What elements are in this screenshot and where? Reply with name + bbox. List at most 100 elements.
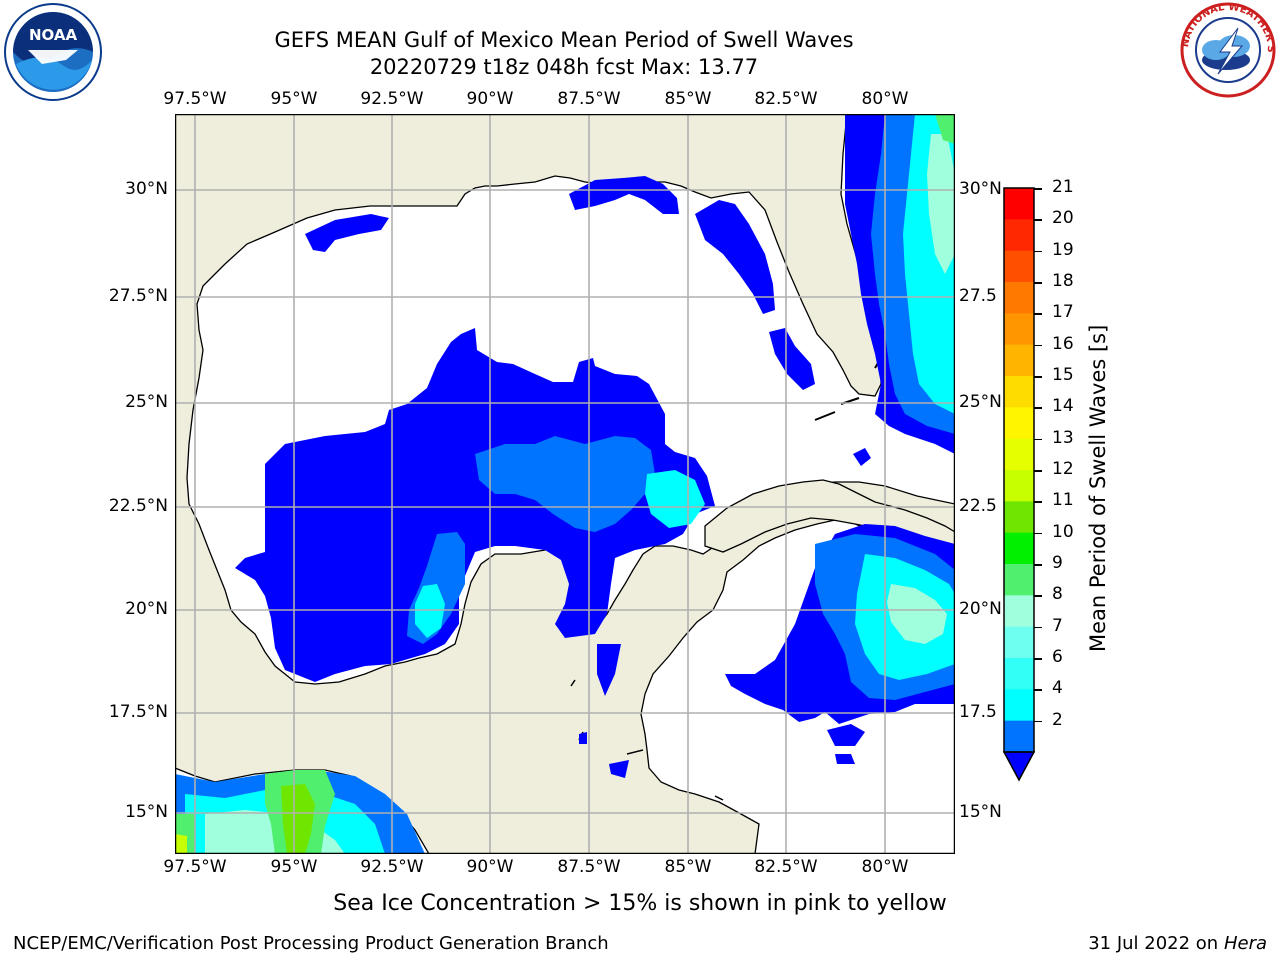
lat-tick-label-left: 27.5°N [108, 286, 168, 306]
lat-tick-label-right: 30°N [959, 179, 1002, 199]
colorbar-tick-label: 11 [1052, 490, 1074, 511]
colorbar-tick-mark [1034, 564, 1042, 566]
colorbar-tick-mark [1034, 689, 1042, 691]
noaa-logo-text: NOAA [29, 26, 78, 44]
swell-11-13s-region [175, 784, 315, 854]
colorbar-segment [1004, 344, 1034, 377]
colorbar-segment [1004, 438, 1034, 471]
colorbar-tick-label: 6 [1052, 647, 1063, 667]
colorbar-segment [1004, 188, 1034, 220]
colorbar-tick-mark [1034, 501, 1042, 503]
chart-subtitle: 20220729 t18z 048h fcst Max: 13.77 [369, 55, 759, 79]
map-gridlines [175, 114, 955, 854]
lon-tick-label-bottom: 90°W [466, 857, 514, 877]
colorbar-tick-mark [1034, 250, 1042, 253]
colorbar-tick-label: 21 [1052, 177, 1074, 197]
colorbar-segment [1004, 313, 1034, 346]
colorbar-segment [1004, 564, 1034, 596]
lat-tick-label-right: 17.5 [959, 702, 997, 722]
colorbar-tick-label: 20 [1052, 208, 1074, 229]
colorbar-extend-triangle [1002, 751, 1036, 782]
colorbar-segment [1004, 282, 1034, 314]
lon-tick-label-bottom: 87.5°W [557, 857, 621, 877]
chart-title: GEFS MEAN Gulf of Mexico Mean Period of … [274, 28, 854, 52]
nws-logo-icon: NATIONAL WEATHER SERVICE [1172, 0, 1280, 100]
lon-tick-label-bottom: 92.5°W [360, 857, 424, 877]
colorbar-tick-mark [1034, 313, 1042, 315]
colorbar-tick-mark [1034, 188, 1042, 190]
lat-tick-label-left: 17.5°N [108, 702, 168, 722]
colorbar-segment [1004, 658, 1034, 690]
lon-tick-label-top: 92.5°W [360, 89, 424, 109]
colorbar-segment [1004, 501, 1034, 534]
colorbar-tick-label: 9 [1052, 553, 1063, 573]
footer-machine: Hera [1223, 933, 1267, 954]
lon-tick-label-top: 95°W [270, 89, 318, 109]
colorbar-segment [1004, 689, 1034, 722]
colorbar-tick-label: 10 [1052, 521, 1074, 542]
colorbar-tick-label: 14 [1052, 396, 1074, 417]
colorbar-tick-mark [1034, 658, 1042, 660]
footer-date: 31 Jul 2022 on Hera [1088, 933, 1267, 954]
colorbar-segment [1004, 532, 1034, 565]
colorbar-tick-label: 8 [1052, 584, 1063, 605]
lon-tick-label-bottom: 85°W [664, 857, 712, 877]
colorbar-tick-mark [1034, 219, 1042, 221]
colorbar-tick-mark [1034, 532, 1042, 535]
colorbar-tick-mark [1034, 470, 1042, 472]
lat-tick-label-right: 20°N [959, 599, 1002, 619]
footer-date-text: 31 Jul 2022 on [1088, 933, 1224, 954]
colorbar-tick-label: 13 [1052, 427, 1074, 448]
colorbar-segment [1004, 250, 1034, 283]
colorbar-tick-mark [1034, 720, 1042, 723]
colorbar-tick-label: 16 [1052, 333, 1074, 354]
lon-tick-label-bottom: 80°W [861, 857, 909, 877]
lon-tick-label-top: 97.5°W [163, 89, 227, 109]
lon-tick-label-top: 87.5°W [557, 89, 621, 109]
colorbar-tick-mark [1034, 438, 1042, 441]
sea-ice-note: Sea Ice Concentration > 15% is shown in … [333, 891, 947, 916]
colorbar-tick-label: 12 [1052, 459, 1074, 479]
lon-tick-label-top: 90°W [466, 89, 514, 109]
map-frame [174, 113, 956, 855]
lat-tick-label-left: 25°N [125, 392, 168, 412]
colorbar-segment [1004, 626, 1034, 659]
noaa-logo-icon: NOAA [2, 2, 104, 102]
footer-branch: NCEP/EMC/Verification Post Processing Pr… [13, 933, 609, 954]
colorbar-tick-label: 2 [1052, 709, 1063, 730]
lon-tick-label-top: 82.5°W [754, 89, 818, 109]
colorbar [1000, 186, 1040, 786]
colorbar-tick-mark [1034, 376, 1042, 378]
lon-tick-label-bottom: 97.5°W [163, 857, 227, 877]
lon-tick-label-top: 80°W [861, 89, 909, 109]
colorbar-segment [1004, 376, 1034, 408]
colorbar-segment [1004, 407, 1034, 440]
colorbar-segment [1004, 219, 1034, 252]
colorbar-tick-mark [1034, 282, 1042, 284]
colorbar-tick-mark [1034, 407, 1042, 409]
lat-tick-label-right: 22.5 [959, 496, 997, 516]
lat-tick-label-left: 20°N [125, 599, 168, 619]
colorbar-segment [1004, 470, 1034, 502]
colorbar-tick-label: 18 [1052, 271, 1074, 291]
colorbar-segment [1004, 720, 1034, 753]
lat-tick-label-left: 22.5°N [108, 496, 168, 516]
colorbar-tick-mark [1034, 626, 1042, 629]
cuba-island [704, 479, 955, 553]
map-svg [174, 113, 956, 855]
lat-tick-label-left: 30°N [125, 179, 168, 199]
colorbar-svg [1002, 187, 1036, 782]
colorbar-tick-label: 15 [1052, 365, 1074, 385]
colorbar-tick-label: 4 [1052, 678, 1063, 699]
lat-tick-label-right: 15°N [959, 802, 1002, 822]
colorbar-tick-mark [1034, 344, 1042, 347]
colorbar-tick-label: 17 [1052, 302, 1074, 323]
map-panel [174, 113, 956, 855]
colorbar-segment [1004, 595, 1034, 628]
lat-tick-label-left: 15°N [125, 802, 168, 822]
colorbar-label: Mean Period of Swell Waves [s] [1086, 324, 1110, 652]
lat-tick-label-right: 27.5 [959, 286, 997, 306]
colorbar-tick-mark [1034, 595, 1042, 597]
lon-tick-label-top: 85°W [664, 89, 712, 109]
